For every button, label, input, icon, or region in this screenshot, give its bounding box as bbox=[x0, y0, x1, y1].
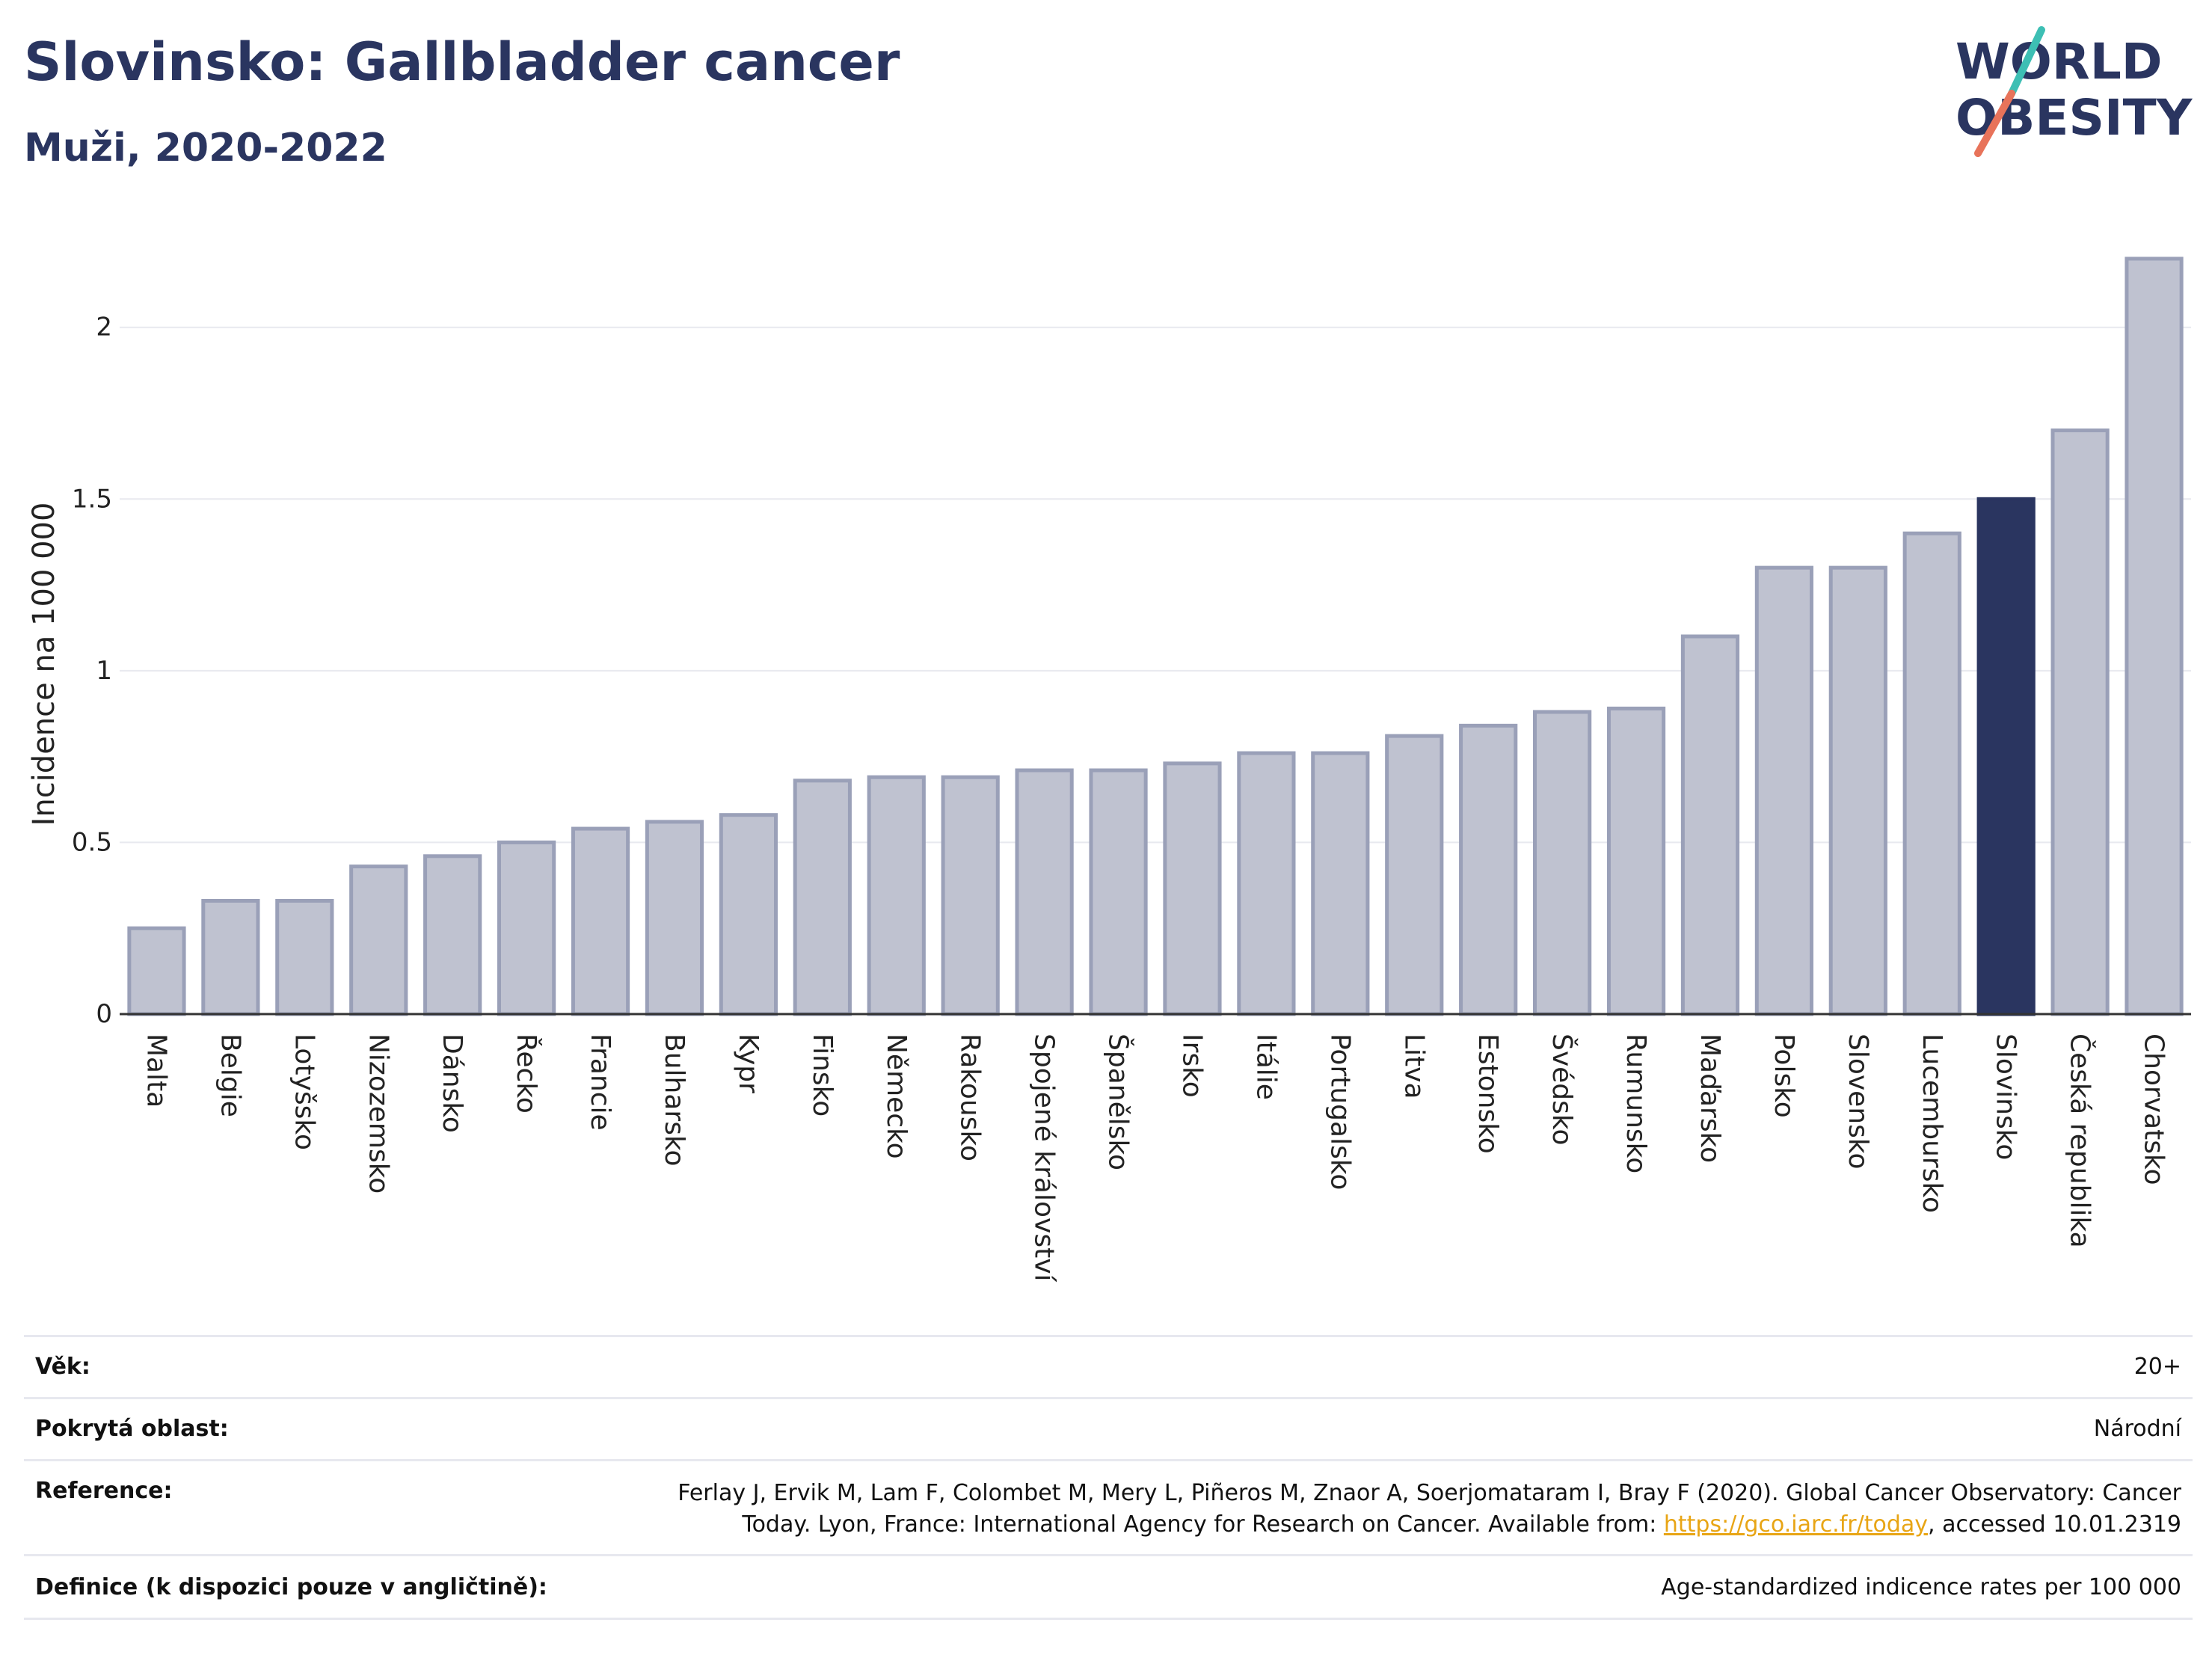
x-tick-label: Chorvatsko bbox=[2139, 1034, 2169, 1185]
age-value: 20+ bbox=[2133, 1354, 2181, 1380]
x-tick-label: Dánsko bbox=[437, 1034, 467, 1133]
x-tick-label: Irsko bbox=[1176, 1034, 1207, 1098]
logo-slash-coral bbox=[1974, 90, 2015, 157]
reference-accessed: , accessed 10.01.2319 bbox=[1928, 1511, 2181, 1538]
x-tick-label: Polsko bbox=[1769, 1034, 1799, 1118]
y-tick-label: 0.5 bbox=[72, 827, 112, 857]
reference-line-2: Today. Lyon, France: International Agenc… bbox=[678, 1509, 2181, 1541]
bar-8[interactable] bbox=[645, 820, 704, 1016]
x-tick-label: Slovensko bbox=[1843, 1034, 1873, 1170]
x-tick-label: Rakousko bbox=[955, 1034, 986, 1161]
bar-chart: 0 0.5 1 1.5 2 Incidence na 100 000 Malta Belgie… bbox=[27, 257, 2191, 1283]
x-tick-label: Malta bbox=[141, 1034, 171, 1108]
x-tick-label: Rumunsko bbox=[1620, 1034, 1651, 1173]
logo-text-world: WORLD bbox=[1956, 33, 2163, 90]
bar-24[interactable] bbox=[1828, 565, 1887, 1016]
y-tick-label: 1.5 bbox=[72, 484, 112, 514]
reference-value: Ferlay J, Ervik M, Lam F, Colombet M, Me… bbox=[678, 1478, 2181, 1541]
reference-link[interactable]: https://gco.iarc.fr/today bbox=[1663, 1511, 1929, 1538]
bar-3[interactable] bbox=[275, 898, 334, 1016]
bar-25[interactable] bbox=[1902, 531, 1961, 1016]
chart-title: Slovinsko: Gallbladder cancer bbox=[24, 31, 900, 93]
bar-11[interactable] bbox=[867, 775, 926, 1016]
bar-2[interactable] bbox=[201, 898, 260, 1016]
bar-1[interactable] bbox=[127, 926, 186, 1016]
x-tick-label: Lucembursko bbox=[1917, 1034, 1947, 1213]
bar-14[interactable] bbox=[1089, 768, 1148, 1016]
meta-row-definition: Definice (k dispozici pouze v angličtině… bbox=[24, 1554, 2193, 1620]
meta-row-reference: Reference: Ferlay J, Ervik M, Lam F, Col… bbox=[24, 1459, 2193, 1554]
definition-value: Age-standardized indicence rates per 100… bbox=[1661, 1574, 2181, 1600]
bar-20[interactable] bbox=[1533, 710, 1592, 1016]
bar-16[interactable] bbox=[1237, 751, 1296, 1016]
bar-28[interactable] bbox=[2125, 257, 2184, 1016]
meta-row-area: Pokrytá oblast: Národní bbox=[24, 1397, 2193, 1459]
bar-6[interactable] bbox=[497, 840, 556, 1016]
bar-5[interactable] bbox=[423, 854, 482, 1016]
reference-line-1: Ferlay J, Ervik M, Lam F, Colombet M, Me… bbox=[678, 1480, 2181, 1506]
y-tick-label: 1 bbox=[96, 656, 112, 686]
x-tick-label: Španělsko bbox=[1103, 1034, 1134, 1170]
bar-22[interactable] bbox=[1680, 634, 1740, 1016]
x-tick-label: Francie bbox=[585, 1034, 615, 1131]
bar-15[interactable] bbox=[1163, 761, 1222, 1016]
bar-19[interactable] bbox=[1459, 723, 1518, 1016]
x-tick-label: Kypr bbox=[733, 1034, 764, 1093]
area-label: Pokrytá oblast: bbox=[35, 1416, 229, 1442]
x-tick-label: Slovinsko bbox=[1991, 1034, 2021, 1160]
bar-27[interactable] bbox=[2050, 428, 2110, 1016]
x-tick-label: Belgie bbox=[215, 1034, 245, 1117]
y-axis-title: Incidence na 100 000 bbox=[27, 503, 61, 826]
definition-label: Definice (k dispozici pouze v angličtině… bbox=[35, 1574, 547, 1600]
bar-17[interactable] bbox=[1311, 751, 1370, 1016]
x-tick-label: Maďarsko bbox=[1695, 1034, 1725, 1163]
logo-slash-teal bbox=[2008, 26, 2045, 97]
area-value: Národní bbox=[2093, 1416, 2181, 1442]
meta-row-age: Věk: 20+ bbox=[24, 1335, 2193, 1397]
x-tick-label: Litva bbox=[1398, 1034, 1429, 1099]
bar-21[interactable] bbox=[1606, 706, 1666, 1016]
bar-7[interactable] bbox=[571, 826, 630, 1016]
x-tick-label: Nizozemsko bbox=[363, 1034, 393, 1194]
x-tick-label: Estonsko bbox=[1472, 1034, 1503, 1154]
x-tick-label: Švédsko bbox=[1546, 1034, 1578, 1146]
x-tick-label: Bulharsko bbox=[659, 1034, 689, 1167]
axes: 0 0.5 1 1.5 2 Incidence na 100 000 Malta Belgie… bbox=[27, 313, 2191, 1283]
bar-10[interactable] bbox=[793, 779, 852, 1016]
x-tick-label: Česká republika bbox=[2065, 1034, 2096, 1248]
reference-label: Reference: bbox=[35, 1478, 173, 1504]
x-tick-label: Německo bbox=[881, 1034, 912, 1159]
x-tick-label: Finsko bbox=[807, 1034, 838, 1117]
y-tick-label: 2 bbox=[96, 313, 112, 343]
bar-13[interactable] bbox=[1015, 768, 1074, 1016]
bar-12[interactable] bbox=[941, 775, 1000, 1016]
x-tick-label: Lotyšsko bbox=[289, 1034, 319, 1150]
x-tick-label: Portugalsko bbox=[1324, 1034, 1355, 1190]
bar-26[interactable] bbox=[1976, 497, 2036, 1016]
x-tick-label: Řecko bbox=[511, 1034, 542, 1114]
x-tick-label: Spojené království bbox=[1029, 1034, 1060, 1283]
chart-subtitle: Muži, 2020-2022 bbox=[24, 126, 387, 171]
x-tick-label: Itálie bbox=[1250, 1034, 1281, 1100]
bar-4[interactable] bbox=[349, 865, 408, 1016]
bar-18[interactable] bbox=[1385, 734, 1444, 1016]
bars bbox=[127, 257, 2184, 1016]
reference-line-2-text: Today. Lyon, France: International Agenc… bbox=[742, 1511, 1664, 1538]
age-label: Věk: bbox=[35, 1354, 90, 1380]
y-tick-label: 0 bbox=[96, 999, 112, 1029]
bar-9[interactable] bbox=[719, 813, 778, 1016]
bar-23[interactable] bbox=[1754, 565, 1813, 1016]
metadata-table: Věk: 20+ Pokrytá oblast: Národní Referen… bbox=[24, 1335, 2193, 1620]
world-obesity-logo: WORLD OBESITY bbox=[1956, 26, 2193, 157]
